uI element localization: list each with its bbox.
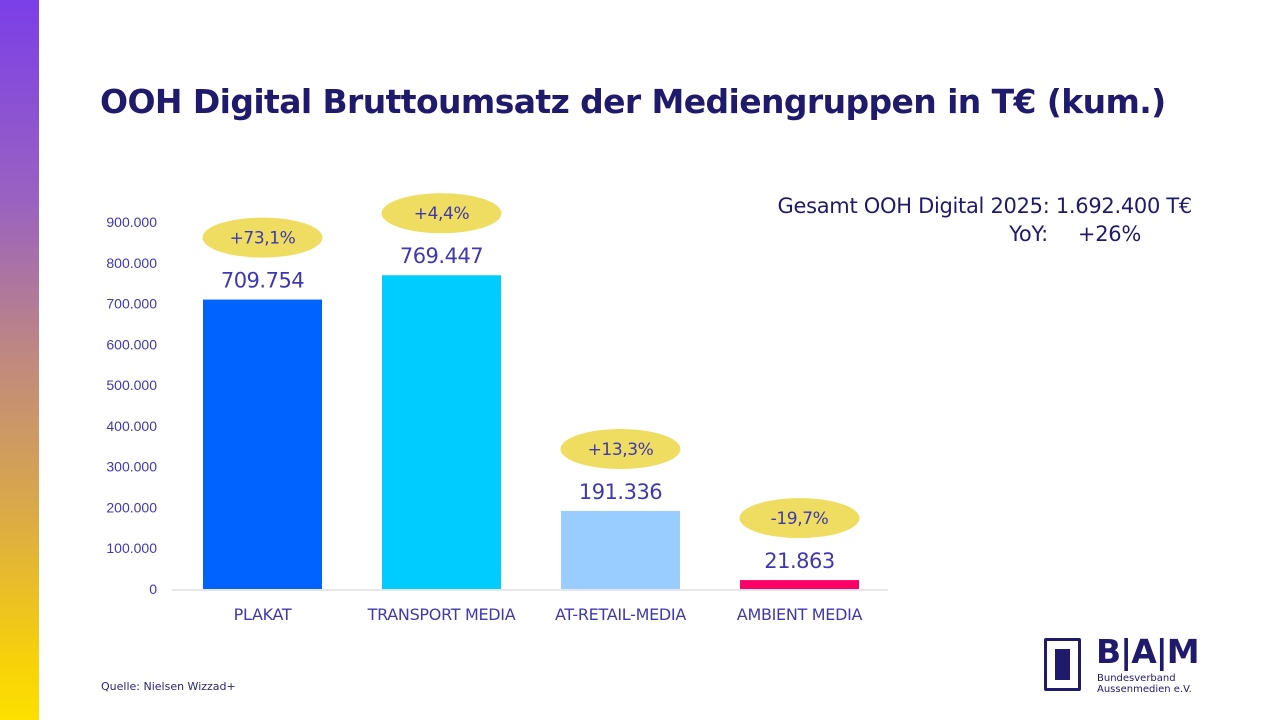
- bar: [561, 510, 680, 589]
- logo-org-name: Bundesverband Aussenmedien e.V.: [1097, 673, 1192, 695]
- y-tick-label: 0: [149, 581, 157, 597]
- bar-value-label: 21.863: [764, 549, 834, 573]
- bar: [203, 299, 322, 589]
- decorative-gradient-stripe: [0, 0, 39, 720]
- bar-value-label: 769.447: [400, 244, 483, 268]
- logo-org-line2: Aussenmedien e.V.: [1097, 684, 1192, 695]
- yoy-change-label: +13,3%: [588, 440, 654, 460]
- change-bubble: [381, 193, 502, 234]
- yoy-label: YoY:: [1009, 222, 1048, 246]
- source-note: Quelle: Nielsen Wizzad+: [101, 680, 236, 693]
- y-tick-label: 100.000: [106, 540, 157, 556]
- change-bubble: [202, 217, 323, 258]
- yoy-change-label: +73,1%: [230, 229, 296, 249]
- total-line: Gesamt OOH Digital 2025: 1.692.400 T€: [777, 194, 1192, 218]
- y-tick-label: 600.000: [106, 336, 157, 352]
- bar-group: 21.863 -19,7% AMBIENT MEDIA: [737, 498, 863, 624]
- y-tick-label: 400.000: [106, 418, 157, 434]
- x-category-label: PLAKAT: [234, 605, 292, 624]
- yoy-value: +26%: [1077, 222, 1141, 246]
- yoy-change-label: +4,4%: [414, 204, 470, 224]
- bar-value-label: 191.336: [579, 480, 662, 504]
- y-tick-label: 700.000: [106, 296, 157, 312]
- bar: [740, 580, 859, 589]
- x-category-label: AMBIENT MEDIA: [737, 605, 863, 624]
- total-summary: Gesamt OOH Digital 2025: 1.692.400 T€ Yo…: [777, 192, 1192, 248]
- bam-logo: B|A|M Bundesverband Aussenmedien e.V.: [1044, 632, 1204, 697]
- yoy-row: YoY: +26%: [777, 220, 1192, 248]
- change-bubble: [739, 498, 860, 539]
- bar-group: 191.336 +13,3% AT-RETAIL-MEDIA: [555, 428, 687, 624]
- bar-value-label: 709.754: [221, 269, 304, 293]
- y-axis: 0 100.000 200.000 300.000 400.000 500.000 600.…: [106, 214, 157, 597]
- yoy-change-label: -19,7%: [771, 509, 829, 529]
- y-tick-label: 200.000: [106, 499, 157, 515]
- page-title: OOH Digital Bruttoumsatz der Mediengrupp…: [100, 82, 1166, 121]
- change-bubble: [560, 428, 681, 469]
- x-category-label: TRANSPORT MEDIA: [367, 605, 516, 624]
- bars: 709.754 +73,1% PLAKAT 769.447 +4,4% TRANSPORT…: [202, 193, 863, 624]
- logo-letters: B|A|M: [1096, 632, 1200, 671]
- bar: [382, 275, 501, 589]
- bar-group: 709.754 +73,1% PLAKAT: [202, 217, 323, 624]
- y-tick-label: 500.000: [106, 377, 157, 393]
- y-tick-label: 900.000: [106, 214, 157, 230]
- y-tick-label: 800.000: [106, 255, 157, 271]
- logo-mark-icon: [1044, 638, 1081, 691]
- logo-org-line1: Bundesverband: [1097, 673, 1176, 684]
- bar-group: 769.447 +4,4% TRANSPORT MEDIA: [367, 193, 516, 624]
- y-tick-label: 300.000: [106, 459, 157, 475]
- x-category-label: AT-RETAIL-MEDIA: [555, 605, 686, 624]
